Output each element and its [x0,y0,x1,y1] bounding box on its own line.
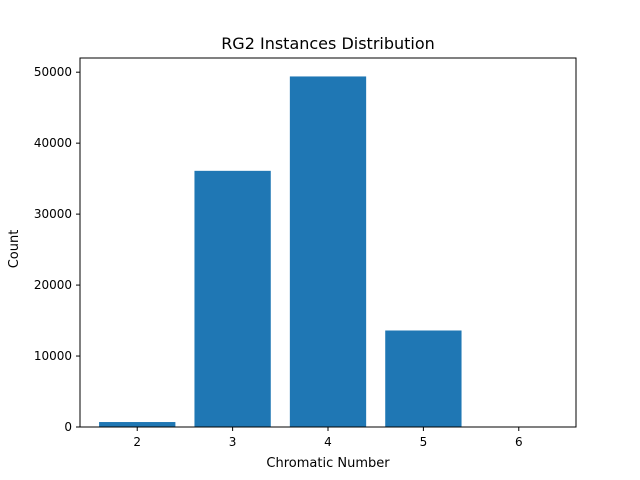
y-tick-label-0: 0 [64,420,72,434]
y-tick-label-20000: 20000 [34,278,72,292]
bars-group [99,76,557,427]
x-tick-label-2: 2 [133,435,141,449]
bar-4 [289,76,367,427]
y-tick-label-30000: 30000 [34,207,72,221]
y-ticks-group: 0 10000 20000 30000 40000 50000 [34,65,80,434]
y-tick-label-50000: 50000 [34,65,72,79]
y-tick-label-10000: 10000 [34,349,72,363]
x-tick-label-4: 4 [324,435,332,449]
x-tick-label-3: 3 [229,435,237,449]
x-axis-label: Chromatic Number [266,456,390,471]
y-tick-label-40000: 40000 [34,136,72,150]
plot-frame [79,57,577,428]
x-tick-label-6: 6 [515,435,523,449]
y-axis-label: Count [7,230,22,269]
x-ticks-group: 2 3 4 5 6 [133,427,523,449]
bar-3 [194,170,271,427]
x-tick-label-5: 5 [420,435,428,449]
bar-2 [99,422,176,427]
chart-title: RG2 Instances Distribution [221,34,435,53]
bar-5 [385,330,462,427]
